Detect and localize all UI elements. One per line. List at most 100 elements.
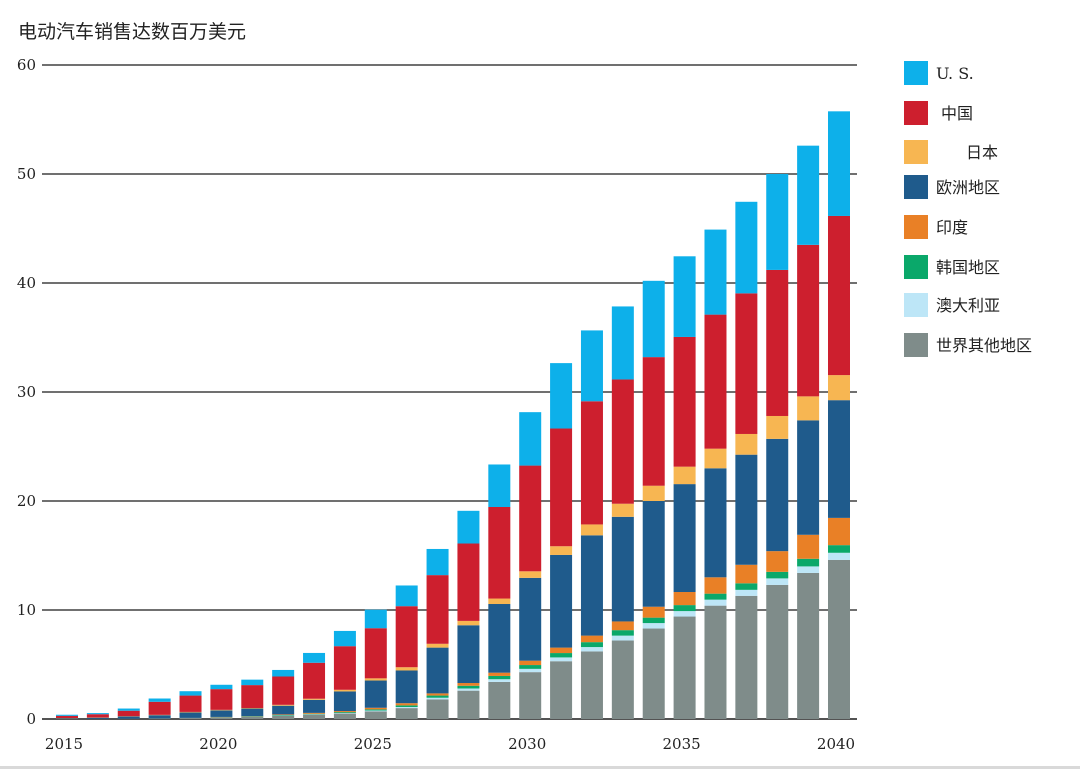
bar-segment xyxy=(611,516,634,622)
bar-segment xyxy=(488,598,511,605)
bar-segment xyxy=(179,717,202,719)
bar-segment xyxy=(550,661,573,719)
bar-segment xyxy=(797,566,820,573)
legend-swatch xyxy=(904,215,928,239)
bar-segment xyxy=(364,680,387,708)
bar-segment xyxy=(457,683,480,686)
bar-segment xyxy=(735,454,758,565)
bar-segment xyxy=(272,715,295,719)
bar-stack-2017 xyxy=(117,708,140,719)
bar-segment xyxy=(828,375,850,401)
bar-segment xyxy=(426,548,449,576)
y-tick-label: 20 xyxy=(17,492,36,510)
bar-segment xyxy=(457,510,480,544)
bar-segment xyxy=(550,546,573,555)
bar-segment xyxy=(426,575,449,644)
bar-segment xyxy=(642,623,665,629)
bar-segment xyxy=(550,554,573,648)
bar-segment xyxy=(580,330,603,402)
bar-stack-2035 xyxy=(673,256,696,719)
bar-segment xyxy=(241,679,264,686)
bar-segment xyxy=(550,428,573,547)
bar-segment xyxy=(210,684,233,690)
bar-segment xyxy=(333,712,356,714)
bar-segment xyxy=(642,485,665,501)
legend-swatch xyxy=(904,175,928,199)
chart-title: 电动汽车销售达数百万美元 xyxy=(18,21,246,43)
bar-segment xyxy=(735,201,758,294)
bar-stack-2037 xyxy=(735,201,758,719)
bars xyxy=(56,111,850,719)
bar-segment xyxy=(426,697,449,700)
bar-segment xyxy=(272,669,295,677)
bar-stack-2040 xyxy=(828,111,850,719)
bar-segment xyxy=(333,691,356,712)
y-tick-label: 0 xyxy=(26,710,36,728)
bar-segment xyxy=(488,681,511,719)
bar-segment xyxy=(642,501,665,607)
bar-stack-2031 xyxy=(550,363,573,719)
bar-stack-2026 xyxy=(395,585,418,719)
x-tick-label: 2025 xyxy=(354,735,392,753)
bar-segment xyxy=(550,653,573,658)
x-tick-label: 2030 xyxy=(508,735,546,753)
legend-swatch xyxy=(904,101,928,125)
bar-segment xyxy=(704,577,727,594)
bar-segment xyxy=(673,616,696,719)
bar-segment xyxy=(117,708,140,711)
bar-segment xyxy=(241,707,264,709)
bar-segment xyxy=(828,517,850,546)
legend-item: U. S. xyxy=(904,61,974,85)
bar-segment xyxy=(395,707,418,709)
bar-segment xyxy=(333,630,356,647)
legend-label: 欧洲地区 xyxy=(936,178,1000,197)
bar-segment xyxy=(148,718,171,719)
y-tick-label: 60 xyxy=(17,56,36,74)
bar-segment xyxy=(797,420,820,535)
legend-item: 世界其他地区 xyxy=(904,333,1032,357)
bar-segment xyxy=(56,718,78,719)
legend-swatch xyxy=(904,255,928,279)
x-axis-ticks: 2015 2020 2025 2030 2035 2040 xyxy=(45,735,855,753)
bar-stack-2015 xyxy=(56,714,78,719)
bar-segment xyxy=(426,693,449,696)
bar-segment xyxy=(148,698,171,702)
bar-segment xyxy=(580,642,603,648)
bar-segment xyxy=(364,709,387,711)
bar-stack-2032 xyxy=(580,330,603,719)
bar-segment xyxy=(673,611,696,617)
bar-segment xyxy=(550,647,573,654)
bar-segment xyxy=(179,695,202,712)
legend-label: 日本 xyxy=(966,143,998,162)
bar-segment xyxy=(797,145,820,245)
bar-segment xyxy=(303,712,326,714)
bar-segment xyxy=(303,662,326,699)
bar-segment xyxy=(395,703,418,706)
bar-segment xyxy=(519,465,542,572)
bar-segment xyxy=(117,716,140,719)
x-tick-label: 2040 xyxy=(817,735,855,753)
bar-segment xyxy=(272,705,295,715)
bar-segment xyxy=(797,396,820,421)
bar-segment xyxy=(56,715,78,719)
x-tick-label: 2020 xyxy=(199,735,237,753)
bar-segment xyxy=(704,593,727,600)
bar-segment xyxy=(580,535,603,636)
y-tick-label: 40 xyxy=(17,274,36,292)
y-tick-label: 30 xyxy=(17,383,36,401)
bar-segment xyxy=(828,552,850,560)
bar-segment xyxy=(519,577,542,661)
bar-stack-2030 xyxy=(519,412,542,719)
bar-segment xyxy=(395,708,418,719)
bar-segment xyxy=(56,714,78,716)
bar-segment xyxy=(333,689,356,692)
bar-segment xyxy=(580,524,603,536)
bar-segment xyxy=(364,710,387,712)
bar-segment xyxy=(179,711,202,713)
bar-segment xyxy=(766,269,789,416)
bar-segment xyxy=(580,647,603,652)
bar-segment xyxy=(673,592,696,606)
bar-segment xyxy=(395,606,418,668)
